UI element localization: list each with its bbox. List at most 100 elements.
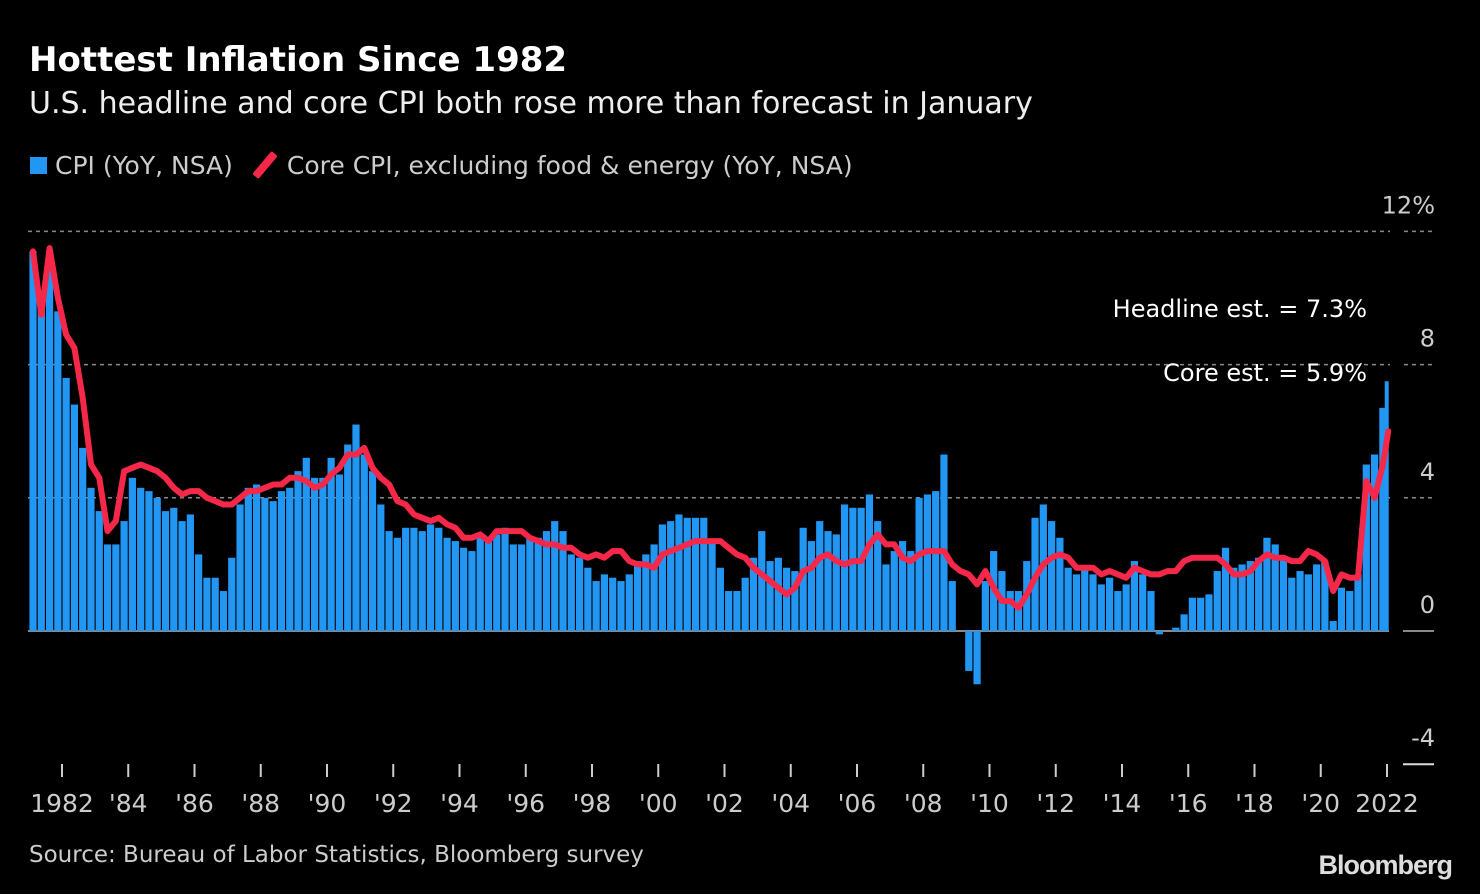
cpi-bar — [128, 477, 136, 631]
cpi-bar — [865, 494, 874, 631]
cpi-bar — [509, 544, 517, 631]
cpi-bar — [310, 477, 319, 631]
cpi-bar — [915, 497, 923, 631]
cpi-bar — [153, 497, 161, 631]
x-tick-label: '88 — [241, 789, 280, 818]
cpi-bar — [1147, 591, 1155, 631]
cpi-bar — [791, 571, 799, 631]
cpi-bar — [253, 484, 261, 631]
cpi-bar — [1221, 547, 1230, 631]
cpi-bar — [493, 534, 501, 631]
x-tick-label: '14 — [1103, 789, 1142, 818]
cpi-bar — [368, 471, 377, 631]
cpi-bar — [783, 567, 791, 631]
cpi-bar — [501, 527, 509, 631]
cpi-bar — [1213, 571, 1221, 631]
cpi-bar — [559, 531, 567, 631]
cpi-bar — [981, 581, 989, 631]
core-cpi-line — [30, 245, 1392, 611]
cpi-bar — [344, 444, 352, 631]
cpi-bar — [1271, 544, 1279, 631]
cpi-bar — [95, 511, 103, 631]
cpi-bar — [807, 541, 816, 631]
cpi-bar — [658, 524, 666, 631]
cpi-bar — [103, 544, 112, 631]
x-tick-label: '00 — [639, 789, 678, 818]
cpi-bar — [236, 504, 244, 631]
cpi-bar — [1379, 407, 1387, 631]
estimate-annotation: Core est. = 5.9% — [1163, 359, 1367, 387]
x-tick-label: '94 — [440, 789, 479, 818]
cpi-bar — [1048, 521, 1056, 631]
cpi-bar — [1130, 561, 1139, 631]
x-tick-label: '12 — [1036, 789, 1075, 818]
cpi-bar — [857, 507, 865, 631]
cpi-bar — [352, 424, 360, 631]
cpi-bar — [79, 447, 87, 631]
cpi-bar — [468, 551, 476, 631]
cpi-bar — [476, 534, 484, 631]
chart-title: Hottest Inflation Since 1982 — [29, 40, 568, 80]
cpi-bar — [625, 574, 633, 631]
x-tick-label: '20 — [1301, 789, 1340, 818]
cpi-bar — [170, 507, 178, 631]
cpi-bar — [766, 561, 774, 631]
cpi-bar — [667, 521, 675, 631]
bloomberg-logo: Bloomberg — [1318, 850, 1453, 880]
cpi-bar — [965, 631, 973, 671]
cpi-bar — [683, 517, 691, 631]
y-tick-label: 4 — [1420, 458, 1435, 486]
cpi-bar — [1089, 574, 1097, 631]
cpi-bar — [948, 581, 956, 631]
cpi-bar — [29, 251, 37, 631]
cpi-bar — [195, 554, 203, 631]
cpi-bar — [1313, 564, 1321, 631]
cpi-bar — [145, 491, 153, 631]
y-tick-label: 8 — [1420, 325, 1435, 353]
cpi-bar — [1238, 564, 1246, 631]
cpi-bar — [1014, 591, 1023, 631]
cpi-bar — [898, 541, 907, 631]
cpi-bar — [120, 521, 128, 631]
cpi-bar — [112, 544, 120, 631]
cpi-bar — [1097, 584, 1105, 631]
x-tick-label: '18 — [1235, 789, 1274, 818]
x-tick-label: '86 — [175, 789, 214, 818]
cpi-bar — [733, 591, 741, 631]
cpi-bar — [277, 491, 286, 631]
x-tick-label: '84 — [109, 789, 148, 818]
cpi-bar — [1006, 591, 1014, 631]
cpi-bar — [1064, 567, 1072, 631]
cpi-bar — [178, 521, 186, 631]
cpi-bar — [708, 541, 716, 631]
x-tick-label: '04 — [771, 789, 810, 818]
cpi-bar — [1304, 574, 1312, 631]
cpi-bar — [816, 521, 824, 631]
cpi-bar — [186, 514, 194, 631]
legend-cpi-swatch — [30, 156, 47, 174]
cpi-bar — [294, 471, 302, 631]
cpi-bar — [940, 454, 948, 631]
cpi-bar — [716, 567, 724, 631]
cpi-bar — [551, 521, 559, 631]
cpi-bar — [1122, 584, 1130, 631]
cpi-bar — [700, 517, 708, 631]
x-tick-label: '08 — [904, 789, 943, 818]
chart-subtitle: U.S. headline and core CPI both rose mor… — [29, 86, 1033, 121]
cpi-bar — [1139, 574, 1147, 631]
cpi-bar — [1172, 627, 1180, 631]
cpi-bar — [1354, 574, 1362, 631]
cpi-bar — [642, 554, 650, 631]
cpi-bar — [600, 574, 609, 631]
cpi-bar — [526, 537, 534, 631]
cpi-bar — [518, 544, 526, 631]
cpi-bar — [741, 577, 749, 631]
cpi-bar — [774, 557, 782, 631]
cpi-bar — [874, 521, 882, 631]
cpi-bar — [327, 457, 335, 631]
cpi-bar — [609, 577, 617, 631]
cpi-bar — [393, 537, 401, 631]
cpi-bar — [460, 547, 468, 631]
cpi-bar — [1205, 594, 1213, 631]
x-tick-label: 2022 — [1355, 789, 1419, 818]
